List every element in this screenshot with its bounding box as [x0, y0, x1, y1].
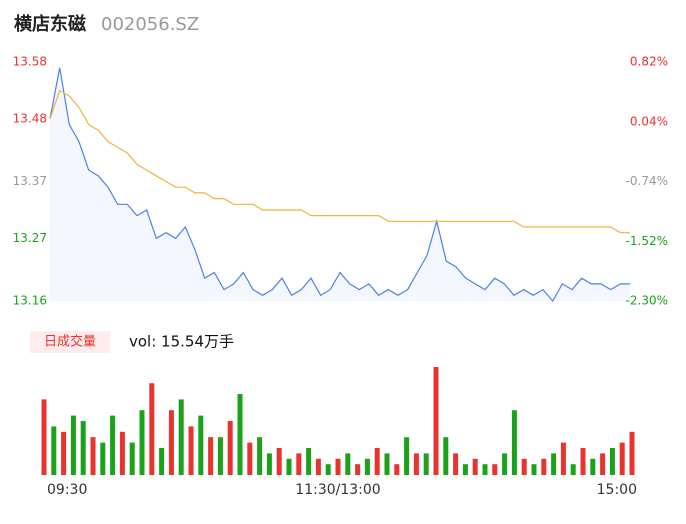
volume-bar [247, 442, 253, 475]
volume-bar [511, 410, 517, 475]
y2-tick-label: 0.04% [630, 114, 668, 128]
volume-bar [217, 437, 223, 475]
volume-bar [286, 458, 292, 475]
volume-bar [394, 464, 400, 475]
volume-bar [149, 383, 155, 475]
volume-bar [168, 410, 174, 475]
volume-bar [119, 431, 125, 475]
volume-bar [276, 448, 282, 475]
volume-label-bg [30, 331, 110, 353]
volume-bar [41, 399, 47, 475]
stock-code: 002056.SZ [101, 14, 199, 35]
volume-total: vol: 15.54万手 [129, 333, 234, 351]
volume-bar [315, 458, 321, 475]
volume-bar [619, 442, 625, 475]
volume-bar [139, 410, 145, 475]
volume-bar [531, 464, 537, 475]
volume-bar [296, 453, 302, 475]
x-tick-label: 09:30 [47, 482, 87, 498]
volume-bar [61, 431, 67, 475]
volume-bar [198, 415, 204, 475]
volume-bar [404, 437, 410, 475]
line [49, 67, 630, 303]
y-tick-label: 13.27 [13, 231, 47, 245]
line [49, 89, 630, 234]
volume-bar [51, 426, 57, 475]
volume-bar [335, 458, 341, 475]
volume-bar [443, 437, 449, 475]
volume-bar [482, 464, 488, 475]
volume-bar [159, 448, 165, 475]
volume-bar [580, 448, 586, 475]
volume-bar [70, 415, 76, 475]
price-area [50, 67, 630, 301]
x-tick-label: 11:30/13:00 [295, 482, 380, 498]
volume-bar [551, 453, 557, 475]
volume-bar [521, 458, 527, 475]
stock-name: 横店东磁 [14, 13, 86, 35]
volume-bar [413, 453, 419, 475]
volume-bar [306, 448, 312, 475]
volume-bar [423, 453, 429, 475]
volume-bar [227, 421, 233, 475]
volume-bar [129, 442, 135, 475]
volume-bar [433, 367, 439, 475]
volume-bar [560, 442, 566, 475]
volume-bar [325, 464, 331, 475]
y-tick-label: 13.37 [13, 174, 47, 188]
volume-bar [492, 464, 498, 475]
volume-bar [355, 464, 361, 475]
volume-bar [208, 437, 214, 475]
volume-bar [502, 453, 508, 475]
volume-bar [384, 453, 390, 475]
volume-bar [570, 464, 576, 475]
volume-bar [257, 437, 263, 475]
volume-bar [266, 453, 272, 475]
volume-bar [600, 453, 606, 475]
volume-bar [100, 442, 106, 475]
volume-bar [178, 399, 184, 475]
volume-bar [629, 431, 635, 475]
volume-bar [364, 458, 370, 475]
y2-tick-label: -2.30% [626, 294, 668, 308]
volume-bar [472, 458, 478, 475]
y-tick-label: 13.16 [13, 294, 47, 308]
volume-bar [609, 448, 615, 475]
volume-bar [453, 453, 459, 475]
volume-bar [237, 394, 243, 475]
volume-bar [345, 453, 351, 475]
volume-bar [188, 426, 194, 475]
volume-bar [90, 437, 96, 475]
volume-bar [374, 448, 380, 475]
y-tick-label: 13.48 [13, 111, 47, 125]
volume-bar [590, 458, 596, 475]
y2-tick-label: 0.82% [630, 55, 668, 69]
y2-tick-label: -0.74% [626, 174, 668, 188]
volume-bar [541, 458, 547, 475]
y2-tick-label: -1.52% [626, 234, 668, 248]
x-tick-label: 15:00 [597, 482, 637, 498]
volume-bar [80, 421, 86, 475]
volume-bar [462, 464, 468, 475]
volume-bar [110, 415, 116, 475]
volume-label: 日成交量 [44, 334, 96, 350]
y-tick-label: 13.58 [13, 55, 47, 69]
